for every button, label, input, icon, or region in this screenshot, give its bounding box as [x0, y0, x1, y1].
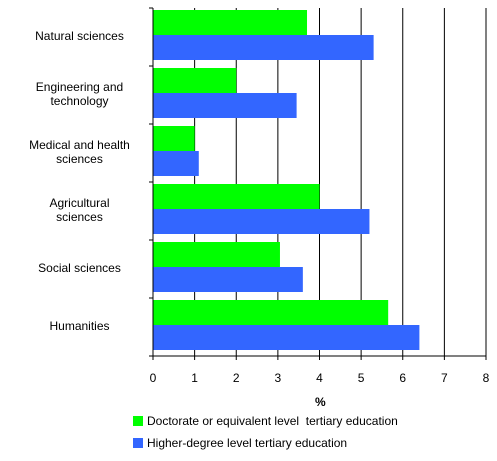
bar-doctorate [153, 300, 389, 325]
legend-item-doctorate: Doctorate or equivalent level tertiary e… [133, 414, 398, 428]
category-label-line: Humanities [49, 319, 110, 333]
category-label-line: technology [50, 94, 109, 108]
bar-doctorate [153, 68, 237, 93]
axes [149, 7, 487, 360]
grid-lines [194, 8, 487, 356]
x-tick-label: 0 [150, 371, 157, 385]
x-tick-label: 2 [233, 371, 240, 385]
legend-label-doctorate: Doctorate or equivalent level tertiary e… [147, 414, 398, 428]
category-label-line: sciences [56, 210, 103, 224]
category-label: Medical and health sciences [12, 138, 147, 166]
category-label: Natural sciences [12, 29, 147, 43]
x-tick-label: 4 [316, 371, 323, 385]
bar-higher-degree [153, 151, 199, 176]
bar-higher-degree [153, 267, 303, 292]
legend-item-higher-degree: Higher-degree level tertiary education [133, 436, 347, 450]
category-label: Engineering and technology [12, 80, 147, 108]
bar-higher-degree [153, 209, 370, 234]
legend-swatch-doctorate [133, 416, 143, 426]
category-label: Humanities [12, 319, 147, 333]
x-tick-labels: 0 1 2 3 4 5 6 7 8 [150, 371, 490, 385]
category-label-line: Social sciences [38, 261, 121, 275]
legend-label-higher-degree: Higher-degree level tertiary education [147, 436, 348, 450]
bar-higher-degree [153, 93, 297, 118]
legend-swatch-higher-degree [133, 438, 143, 448]
bars [153, 10, 420, 350]
x-tick-label: 5 [358, 371, 365, 385]
category-label-line: Natural sciences [35, 29, 124, 43]
category-label-line: Agricultural [49, 196, 110, 210]
x-tick-label: 6 [399, 371, 406, 385]
category-label: Agricultural sciences [12, 196, 147, 224]
x-axis-label: % [315, 395, 326, 409]
category-label-line: Medical and health [29, 138, 130, 152]
category-label: Social sciences [12, 261, 147, 275]
bar-doctorate [153, 242, 280, 267]
bar-doctorate [153, 126, 195, 151]
bar-higher-degree [153, 35, 374, 60]
category-label-line: Engineering and [35, 80, 124, 94]
bar-doctorate [153, 184, 320, 209]
bar-doctorate [153, 10, 308, 35]
x-tick-label: 8 [483, 371, 490, 385]
category-label-line: sciences [56, 152, 103, 166]
bar-higher-degree [153, 325, 420, 350]
x-tick-label: 1 [191, 371, 198, 385]
x-tick-label: 7 [441, 371, 448, 385]
x-tick-label: 3 [275, 371, 282, 385]
